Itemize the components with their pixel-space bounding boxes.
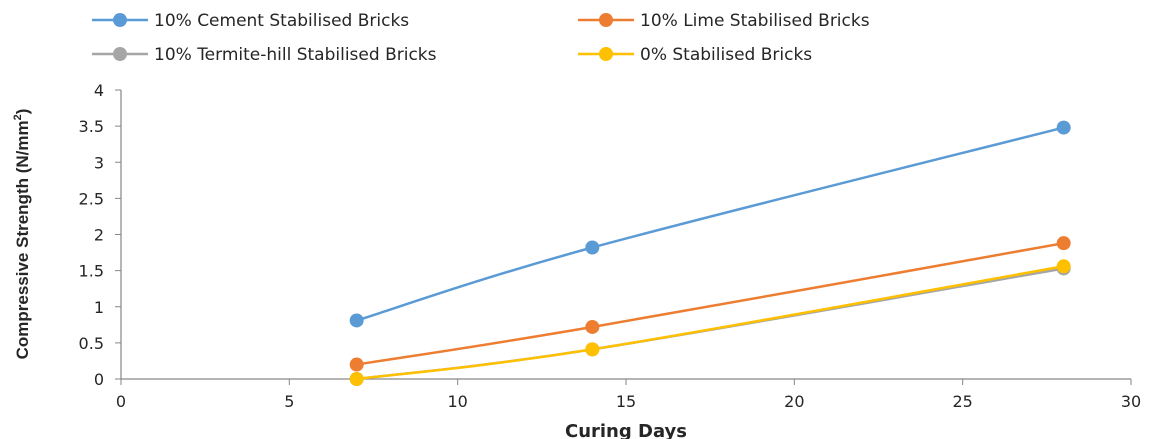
data-point bbox=[349, 372, 364, 386]
data-point bbox=[1056, 120, 1071, 135]
legend-label: 10% Termite-hill Stabilised Bricks bbox=[154, 45, 437, 65]
legend-label: 0% Stabilised Bricks bbox=[640, 45, 812, 65]
series-2 bbox=[349, 236, 1071, 372]
series-4 bbox=[349, 259, 1071, 386]
legend-item: 10% Lime Stabilised Bricks bbox=[578, 11, 870, 31]
legend-label: 10% Cement Stabilised Bricks bbox=[154, 11, 409, 31]
legend-label: 10% Lime Stabilised Bricks bbox=[640, 11, 870, 31]
y-axis-label-superscript: 2 bbox=[12, 114, 24, 120]
legend-item: 10% Termite-hill Stabilised Bricks bbox=[92, 45, 437, 65]
x-tick-label: 15 bbox=[616, 392, 636, 411]
data-point bbox=[1056, 236, 1071, 251]
y-tick-label: 4 bbox=[94, 81, 104, 100]
chart-axes bbox=[120, 90, 1131, 380]
y-axis-ticks: 0 0.5 1 1.5 2 2.5 3 3.5 4 bbox=[79, 81, 121, 389]
y-axis-label: Compressive Strength (N/mm2) bbox=[12, 109, 32, 360]
y-axis-label-main: Compressive Strength (N/mm bbox=[13, 120, 32, 359]
chart-legend: 10% Cement Stabilised Bricks 10% Lime Sta… bbox=[92, 11, 870, 65]
series-line bbox=[356, 126, 1064, 322]
x-tick-label: 10 bbox=[447, 392, 467, 411]
data-point bbox=[585, 342, 600, 357]
series-line bbox=[356, 265, 1064, 381]
data-point bbox=[349, 357, 364, 372]
series-line bbox=[356, 241, 1064, 366]
y-tick-label: 0.5 bbox=[79, 334, 104, 353]
y-tick-label: 3 bbox=[94, 153, 104, 172]
y-axis-label-suffix: ) bbox=[13, 109, 32, 115]
x-axis-ticks: 0 5 10 15 20 25 30 bbox=[116, 379, 1141, 411]
data-point bbox=[585, 240, 600, 255]
x-tick-label: 20 bbox=[784, 392, 804, 411]
y-tick-label: 2 bbox=[94, 226, 104, 245]
y-tick-label: 1 bbox=[94, 298, 104, 317]
x-tick-label: 30 bbox=[1121, 392, 1141, 411]
x-tick-label: 5 bbox=[284, 392, 294, 411]
x-tick-label: 0 bbox=[116, 392, 126, 411]
y-tick-label: 0 bbox=[94, 370, 104, 389]
legend-marker bbox=[113, 13, 127, 27]
x-axis-label: Curing Days bbox=[565, 421, 687, 439]
data-point bbox=[349, 313, 364, 328]
legend-marker bbox=[599, 47, 613, 61]
legend-marker bbox=[599, 13, 613, 27]
y-tick-label: 2.5 bbox=[79, 189, 104, 208]
plot-area bbox=[349, 120, 1071, 386]
legend-item: 0% Stabilised Bricks bbox=[578, 45, 812, 65]
data-point bbox=[1056, 259, 1071, 274]
legend-marker bbox=[113, 47, 127, 61]
legend-item: 10% Cement Stabilised Bricks bbox=[92, 11, 409, 31]
data-point bbox=[585, 319, 600, 334]
x-tick-label: 25 bbox=[952, 392, 972, 411]
y-tick-label: 1.5 bbox=[79, 262, 104, 281]
y-tick-label: 3.5 bbox=[79, 117, 104, 136]
series-1 bbox=[349, 120, 1071, 328]
